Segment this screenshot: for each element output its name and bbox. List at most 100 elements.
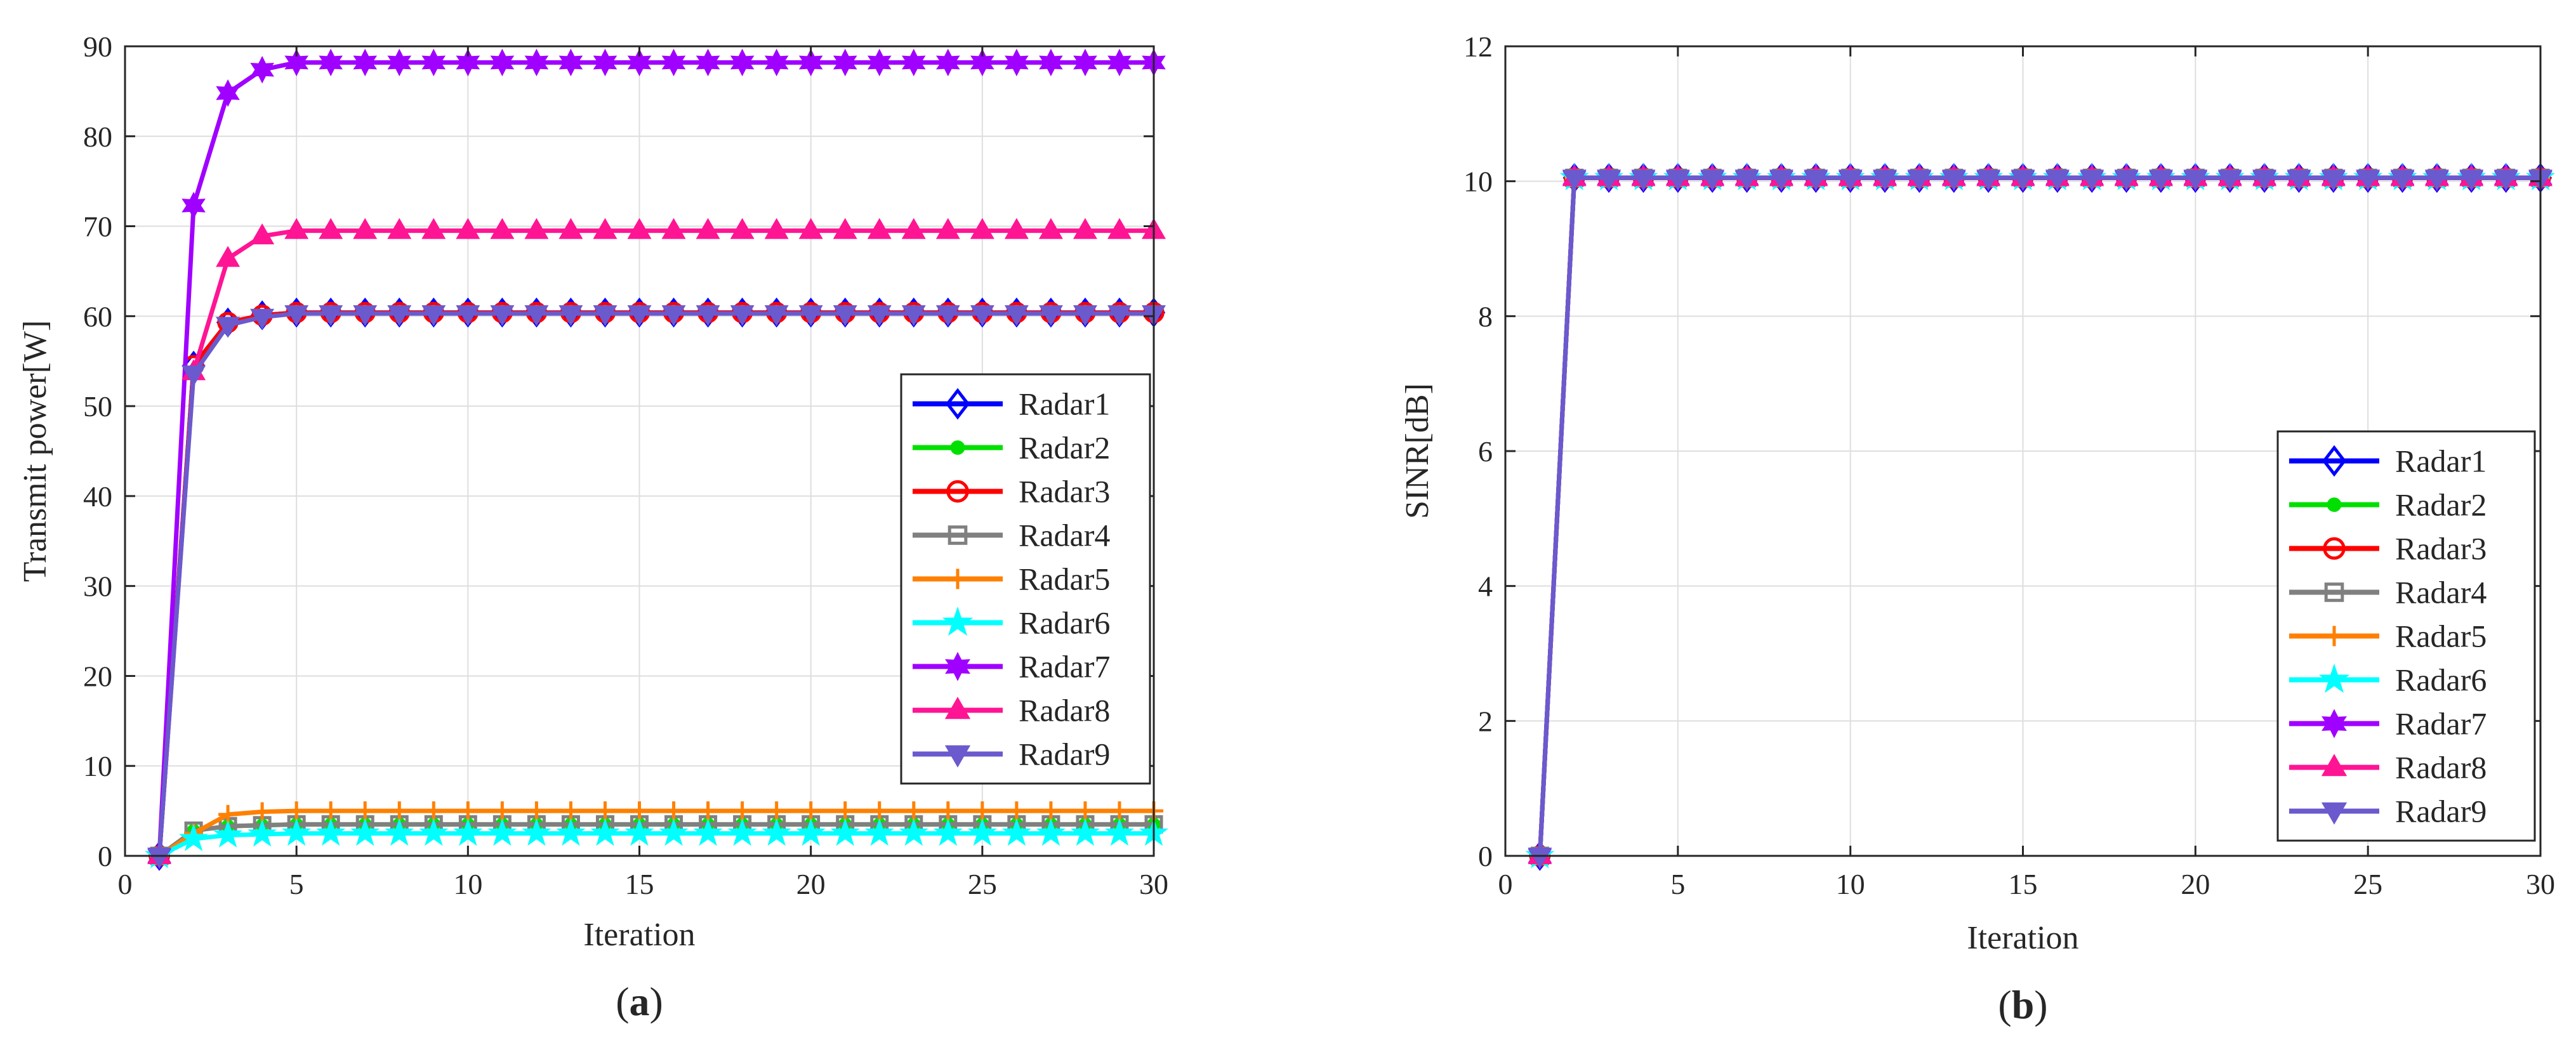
panel-a-point-radar7 [387,48,412,77]
panel-a-point-radar6 [385,818,414,846]
panel-b-legend-marker [2323,537,2346,560]
panel-a-point-radar5 [527,801,546,821]
panel-a-point-radar7 [284,48,308,77]
panel-a-x-tick-label: 20 [796,868,826,900]
panel-a-point-radar5 [938,801,958,821]
panel-a-legend-label: Radar8 [1019,693,1110,728]
panel-b-point-radar9 [2217,169,2242,191]
panel-a-point-radar8 [216,246,241,267]
panel-a-point-radar6 [1070,818,1100,846]
panel-b-legend-item: Radar2 [2289,487,2487,523]
panel-a-point-radar9 [661,305,686,327]
panel-a-point-radar6 [762,818,791,846]
panel-a-y-tick-label: 40 [83,480,112,513]
panel-a-point-radar9 [901,305,926,327]
panel-a-point-radar5 [390,801,409,821]
panel-a-point-radar5 [904,801,923,821]
panel-a-point-radar7 [353,48,378,77]
panel-a-point-radar7 [730,48,755,77]
panel-b-legend-marker [2322,445,2347,477]
panel-b-legend-label: Radar7 [2395,706,2487,742]
panel-b-legend-item: Radar4 [2289,575,2487,610]
panel-b-legend-item: Radar7 [2289,706,2487,742]
panel-b-point-radar9 [1804,169,1828,191]
panel-a-legend-marker [946,480,969,503]
panel-a-point-radar7 [1107,48,1132,77]
panel-a-point-radar6 [213,820,243,848]
panel-a-y-tick-label: 50 [83,390,112,423]
panel-a-legend: Radar1 Radar2 Radar3 Radar4 Radar5 Radar6 Rada… [900,373,1151,785]
panel-a-point-radar7 [1073,48,1097,77]
panel-b-y-axis-label: SINR[dB] [1399,383,1436,519]
panel-a-legend-item: Radar4 [913,518,1110,553]
panel-a-point-radar8 [284,218,309,239]
panel-a-label: (a) [616,979,663,1024]
panel-a-letter: a [630,979,650,1024]
panel-a-point-radar5 [801,801,821,821]
panel-a-point-radar6 [350,818,380,846]
panel-a-point-radar7 [456,48,480,77]
panel-b-legend-item: Radar8 [2289,750,2487,785]
panel-b-point-radar9 [1734,169,1759,191]
panel-a-point-radar7 [490,48,515,77]
panel-b-legend-label: Radar8 [2395,750,2487,785]
panel-a-point-radar6 [864,818,894,846]
panel-a-point-radar9 [1073,305,1097,327]
panel-a-point-radar7 [250,56,274,84]
panel-a-point-radar6 [556,818,586,846]
panel-a-point-radar7 [627,48,652,77]
panel-a-point-radar8 [593,218,618,239]
panel-b-ticks: 0 5 10 15 20 25 30 0 2 4 6 8 10 12 [1463,30,2555,900]
panel-a-point-radar9 [593,305,618,327]
panel-a-point-radar6 [693,818,723,846]
panel-b-point-radar9 [2287,169,2311,191]
panel-a-point-radar7 [901,48,926,77]
panel-a-point-radar5 [664,801,684,821]
panel-a-point-radar7 [935,48,960,77]
panel-b-legend: Radar1 Radar2 Radar3 Radar4 Radar5 Radar6 Rada… [2276,430,2536,842]
panel-a-point-radar5 [698,801,718,821]
panel-a-point-radar5 [630,801,649,821]
panel-a-point-radar6 [522,818,552,846]
panel-a-point-radar7 [867,48,892,77]
panel-b-point-radar9 [1941,169,1966,191]
panel-a-legend-label: Radar7 [1019,649,1110,685]
panel-a-point-radar5 [835,801,855,821]
panel-a-point-radar7 [182,192,206,220]
panel-a-point-radar5 [561,801,581,821]
panel-b-legend-label: Radar9 [2395,794,2487,829]
panel-a-point-radar6 [624,818,654,846]
panel-b-point-radar9 [1528,848,1552,869]
panel-a-point-radar9 [284,305,309,327]
panel-a-point-radar5 [972,801,992,821]
panel-a-point-radar8 [1107,218,1132,239]
panel-b-y-tick-label: 4 [1478,570,1493,603]
panel-b-legend-marker [2324,582,2344,602]
panel-a-point-radar8 [661,218,686,239]
panel-a-ticks: 0 5 10 15 20 25 30 0 10 20 30 40 50 60 70 80 90 [83,30,1168,900]
panel-a-point-radar8 [867,218,892,239]
panel-a-point-radar7 [524,48,549,77]
panel-a-point-radar5 [321,801,341,821]
panel-a-point-radar7 [798,48,823,77]
panel-a-point-radar5 [458,801,478,821]
panel-a-series-radar9 [147,305,1166,869]
panel-a-legend-item: Radar2 [913,430,1110,466]
panel-a-legend-item: Radar7 [913,649,1110,685]
panel-a-point-radar7 [833,48,857,77]
panel-a-point-radar6 [453,818,483,846]
panel-b: 0 5 10 15 20 25 30 0 2 4 6 8 10 12 Iteration SINR[dB]… [1399,30,2555,1027]
panel-a-point-radar9 [490,305,515,327]
panel-a-y-tick-label: 10 [83,750,112,782]
panel-a-legend-marker [944,745,971,768]
panel-b-point-radar9 [2011,169,2035,191]
panel-a-point-radar8 [456,218,480,239]
panel-b-legend-label: Radar3 [2395,531,2487,567]
panel-a-legend-marker [950,440,965,455]
panel-a-point-radar6 [796,818,826,846]
panel-b-x-tick-label: 5 [1670,868,1685,900]
panel-b-letter: b [2012,982,2035,1027]
panel-a-point-radar8 [696,218,720,239]
panel-b-legend-marker [2324,626,2344,646]
panel-a-point-radar5 [1109,801,1129,821]
